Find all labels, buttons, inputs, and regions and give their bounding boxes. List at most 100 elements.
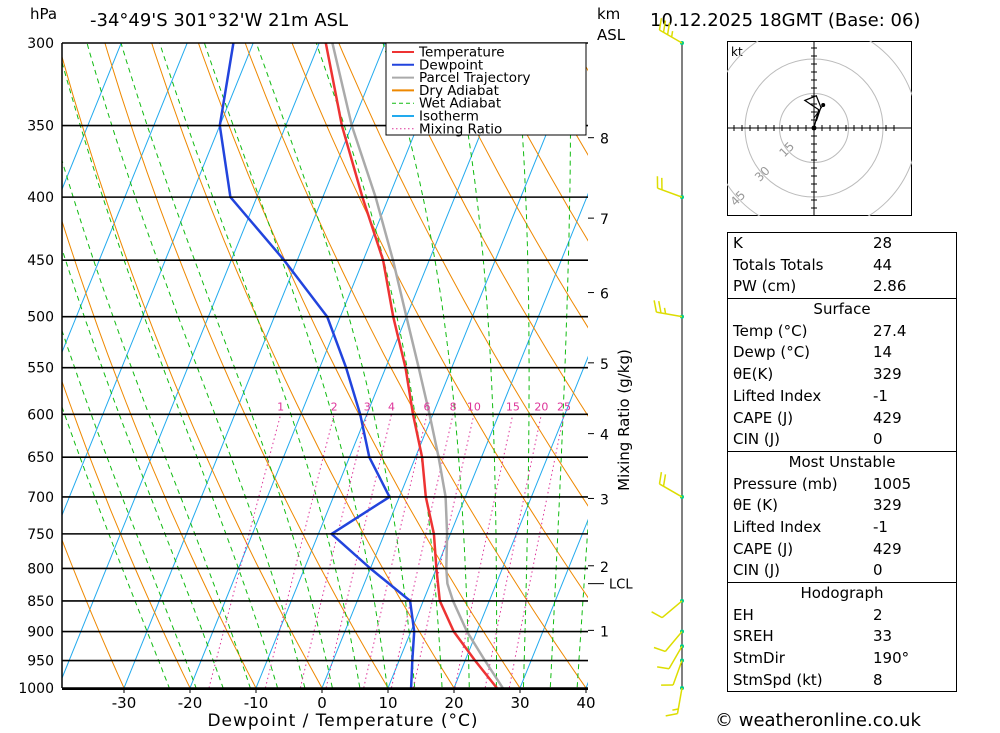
- hodograph-param-label: EH: [733, 605, 754, 624]
- mixing-ratio-line: [484, 414, 542, 688]
- storm-motion-point: [821, 103, 826, 107]
- index-label: Totals Totals: [733, 255, 824, 274]
- dry-adiabat-line: [291, 43, 588, 599]
- pressure-tick-label: 500: [27, 310, 54, 326]
- wind-barb-flag: [658, 18, 663, 31]
- dry-adiabat-line: [151, 43, 455, 688]
- wet-adiabat-line: [120, 43, 333, 688]
- wind-barb-flag: [663, 307, 667, 314]
- hodograph-param-value: 2: [873, 605, 883, 624]
- chart-frame: [61, 42, 588, 690]
- wind-barb-flag: [665, 712, 678, 717]
- isotherm-line: [0, 6, 4, 714]
- pressure-tick-label: 800: [27, 561, 54, 577]
- dry-adiabat-line: [338, 43, 588, 507]
- pressure-tick-label: 300: [27, 36, 54, 52]
- indices-panel: K 28 Totals Totals 44 PW (cm) 2.86 Surface Te…: [727, 232, 957, 693]
- surface-label: Temp (°C): [733, 321, 808, 340]
- index-row: Totals Totals 44: [728, 255, 956, 277]
- most-unstable-value: 0: [873, 561, 883, 580]
- isotherm-line: [123, 43, 386, 688]
- surface-label: θE(K): [733, 365, 774, 384]
- mixing-ratio-line: [264, 414, 335, 688]
- hodograph-param-value: 190°: [873, 649, 910, 668]
- isotherm-line: [62, 43, 320, 680]
- mixing-ratio-tick-label: 20: [534, 400, 548, 413]
- dry-adiabat-line: [244, 43, 587, 688]
- parcel-trajectory-line: [331, 43, 504, 688]
- surface-row: CIN (J) 0: [728, 429, 956, 451]
- x-axis-label: Dewpoint / Temperature (°C): [207, 711, 478, 731]
- storm-motion-line: [813, 104, 824, 119]
- surface-value: -1: [873, 386, 888, 405]
- legend-entry: Temperature: [418, 45, 505, 61]
- wind-barb-staff: [672, 660, 683, 686]
- copyright-link[interactable]: © weatheronline.co.uk: [715, 710, 921, 731]
- dry-adiabat-line: [431, 43, 588, 329]
- most-unstable-label: θE (K): [733, 496, 778, 515]
- pressure-tick-label: 450: [27, 253, 54, 269]
- surface-row: CAPE (J) 429: [728, 408, 956, 430]
- wet-adiabat-line: [62, 405, 170, 688]
- surface-value: 0: [873, 430, 883, 449]
- wind-barb-flag: [662, 474, 667, 487]
- pressure-tick-label: 950: [27, 654, 54, 670]
- wind-barb-staff: [661, 600, 683, 619]
- mixing-ratio-axis-label: Mixing Ratio (g/kg): [615, 349, 633, 491]
- most-unstable-row: Lifted Index -1: [728, 517, 956, 539]
- mixing-ratio-tick-label: 1: [277, 400, 284, 413]
- isotherm-line: [387, 192, 588, 688]
- most-unstable-label: CIN (J): [733, 561, 781, 580]
- dry-adiabat-line: [478, 43, 588, 242]
- legend-entry: Dewpoint: [419, 57, 483, 73]
- asl-unit-label: ASL: [597, 26, 626, 44]
- surface-value: 329: [873, 365, 902, 384]
- pressure-tick-label: 400: [27, 190, 54, 206]
- wind-barb-flag: [672, 708, 679, 711]
- mixing-ratio-tick-label: 3: [364, 400, 371, 413]
- hodograph-param-row: EH 2: [728, 605, 956, 627]
- hodograph-param-value: 33: [873, 627, 893, 646]
- hodograph-origin: [811, 125, 817, 131]
- wind-barb-staff: [664, 631, 683, 652]
- wet-adiabat-line: [382, 43, 470, 688]
- hodograph-section-title: Hodograph: [728, 582, 956, 605]
- index-value: 28: [873, 234, 893, 252]
- surface-section-title: Surface: [728, 298, 956, 321]
- most-unstable-label: Pressure (mb): [733, 474, 838, 493]
- wet-adiabat-line: [62, 158, 251, 688]
- dry-adiabat-line: [62, 219, 257, 688]
- isotherm-line: [62, 43, 188, 354]
- dry-adiabat-line: [62, 55, 323, 688]
- x-tick-label: 0: [317, 694, 327, 712]
- km-tick-label: 5: [600, 357, 609, 373]
- mixing-ratio-tick-label: 10: [467, 400, 481, 413]
- hodograph-param-row: SREH 33: [728, 626, 956, 648]
- pressure-tick-label: 550: [27, 361, 54, 377]
- surface-row: Temp (°C) 27.4: [728, 321, 956, 343]
- hodograph-param-value: 8: [873, 670, 883, 689]
- wind-barb-flag: [657, 666, 670, 670]
- wet-adiabat-line: [203, 43, 388, 688]
- hodograph-param-label: SREH: [733, 627, 774, 646]
- wet-adiabat-line: [62, 60, 279, 688]
- dewpoint-line: [218, 43, 416, 688]
- wet-adiabat-line: [514, 43, 530, 688]
- mixing-ratio-line: [412, 414, 475, 688]
- index-row: PW (cm) 2.86: [728, 276, 956, 298]
- mixing-ratio-line: [325, 414, 392, 688]
- wind-barb-flag: [651, 611, 663, 619]
- forecast-datetime: 10.12.2025 18GMT (Base: 06): [650, 10, 921, 31]
- surface-row: Lifted Index -1: [728, 386, 956, 408]
- surface-value: 429: [873, 408, 902, 427]
- most-unstable-label: CAPE (J): [733, 539, 794, 558]
- index-label: PW (cm): [733, 277, 797, 296]
- pressure-tick-label: 350: [27, 119, 54, 135]
- most-unstable-row: CIN (J) 0: [728, 560, 956, 582]
- km-tick-label: 1: [600, 624, 609, 640]
- mixing-ratio-tick-label: 2: [331, 400, 338, 413]
- most-unstable-value: -1: [873, 517, 888, 536]
- hpa-unit-label: hPa: [30, 5, 58, 23]
- wet-adiabat-line: [450, 43, 498, 688]
